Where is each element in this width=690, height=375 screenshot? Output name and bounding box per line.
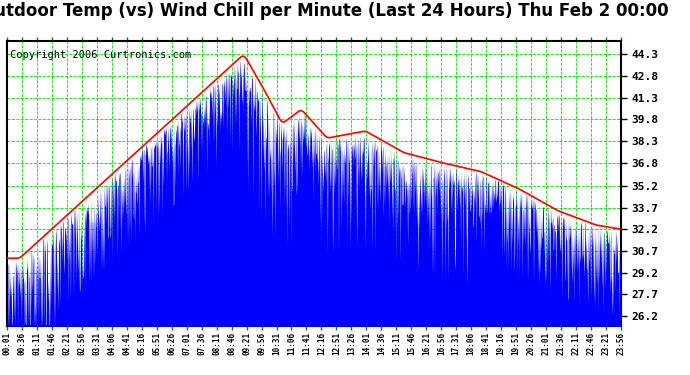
Text: Copyright 2006 Curtronics.com: Copyright 2006 Curtronics.com [10, 50, 191, 60]
Text: Outdoor Temp (vs) Wind Chill per Minute (Last 24 Hours) Thu Feb 2 00:00: Outdoor Temp (vs) Wind Chill per Minute … [0, 2, 669, 20]
